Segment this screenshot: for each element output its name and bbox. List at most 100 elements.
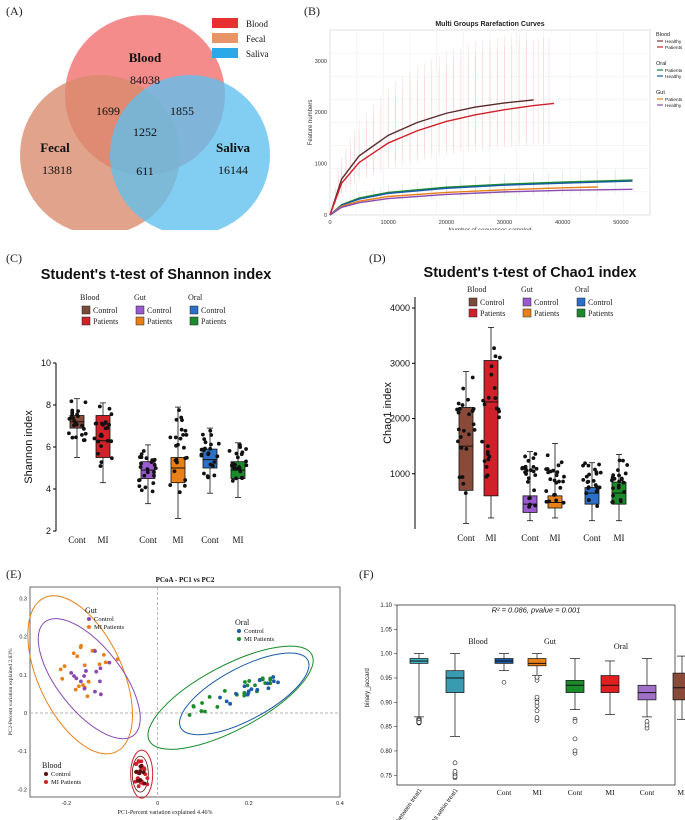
data-point: [595, 504, 600, 509]
panel-label-d: (D): [369, 251, 386, 265]
pcoa-scatter: PCoA - PC1 vs PC2 -0.2 0 0.2 0.4 -0.2 -0.1 0 0.1…: [8, 576, 344, 816]
x-tick: Cont: [583, 533, 601, 543]
data-point: [556, 463, 561, 468]
data-point: [544, 499, 549, 504]
scatter-point: [265, 681, 270, 686]
scatter-point: [134, 762, 139, 767]
ellipse-blood-patients: [130, 749, 154, 799]
legend-item: MI Patients: [51, 779, 82, 786]
data-point: [109, 439, 114, 444]
data-point: [486, 395, 491, 400]
x-tick: 30000: [497, 220, 512, 226]
data-point: [179, 427, 184, 432]
data-point: [107, 422, 111, 427]
y-tick: 3000: [390, 358, 410, 368]
venn-set-name: Saliva: [216, 140, 250, 155]
y-axis-label: Shannon index: [23, 410, 35, 484]
data-point: [145, 470, 150, 475]
scatter-point: [134, 770, 138, 774]
scatter-point: [271, 679, 276, 684]
data-point: [151, 481, 156, 486]
outlier-point: [452, 769, 458, 774]
data-point: [203, 440, 208, 445]
data-point: [586, 463, 591, 468]
y-tick: 2000: [390, 414, 410, 424]
scatter-point: [136, 784, 141, 789]
data-point: [83, 431, 88, 436]
x-tick: Cont: [68, 535, 86, 545]
outlier-point: [416, 720, 422, 725]
y-tick: 3000: [315, 59, 327, 65]
data-point: [611, 493, 615, 498]
scatter-point: [224, 699, 229, 704]
y-tick: 0.75: [380, 773, 392, 779]
legend-item: Healthy: [665, 74, 682, 80]
scatter-point: [234, 691, 238, 696]
data-point: [152, 462, 157, 467]
scatter-point: [71, 651, 76, 656]
legend-item: Control: [588, 298, 613, 307]
data-point: [524, 468, 529, 473]
data-point: [585, 480, 590, 485]
scatter-point: [60, 676, 65, 681]
data-point: [492, 386, 497, 390]
data-point: [486, 457, 491, 462]
scatter-point: [76, 684, 81, 689]
venn-set-name: Blood: [129, 50, 162, 65]
data-point: [544, 467, 549, 472]
scatter-point: [207, 695, 212, 699]
ellipse-oral-control: [179, 652, 310, 736]
data-point: [203, 446, 207, 451]
data-point: [216, 441, 221, 446]
scatter-point: [138, 769, 143, 774]
data-point: [456, 439, 460, 444]
data-point: [554, 498, 559, 503]
series-line: [329, 99, 534, 216]
scatter-point: [97, 662, 102, 667]
data-point: [139, 452, 144, 457]
data-point: [456, 427, 461, 432]
data-point: [180, 418, 184, 423]
scatter-point: [82, 686, 87, 691]
x-axis-label: Number of sequences sampled: [448, 228, 531, 230]
data-point: [622, 490, 627, 494]
box: [672, 672, 685, 701]
data-point: [168, 483, 173, 487]
data-point: [484, 464, 489, 469]
scatter-point: [139, 759, 144, 764]
legend-group: Gut: [134, 293, 147, 302]
data-point: [461, 481, 466, 486]
x-tick: Cont: [568, 788, 584, 797]
x-tick: MI: [605, 788, 615, 797]
data-point: [80, 423, 84, 428]
x-tick: Cont: [497, 788, 513, 797]
data-point: [561, 479, 565, 484]
data-point: [109, 456, 114, 461]
legend-label: Saliva: [246, 49, 269, 59]
y-tick: 0.80: [380, 749, 392, 755]
outlier-point: [572, 736, 578, 742]
venn-blood-fecal: 1699: [96, 104, 120, 118]
data-point: [561, 500, 566, 505]
data-point: [471, 422, 476, 427]
x-tick: 40000: [555, 220, 570, 226]
scatter-point: [203, 709, 207, 714]
data-point: [82, 438, 87, 443]
data-point: [183, 428, 188, 433]
scatter-point: [247, 679, 252, 683]
data-point: [239, 475, 244, 480]
scatter-point: [218, 695, 222, 700]
data-point: [144, 456, 149, 461]
data-point: [544, 489, 549, 493]
data-point: [103, 421, 108, 425]
stats-annotation: R² = 0.086, pvalue = 0.001: [492, 605, 581, 614]
legend-group: Blood: [42, 761, 62, 770]
data-point: [546, 470, 551, 475]
data-point: [182, 483, 187, 488]
chart-title: PCoA - PC1 vs PC2: [156, 576, 215, 584]
data-point: [553, 492, 557, 497]
data-point: [105, 438, 110, 443]
legend-marker: [87, 625, 91, 629]
data-point: [533, 503, 538, 508]
